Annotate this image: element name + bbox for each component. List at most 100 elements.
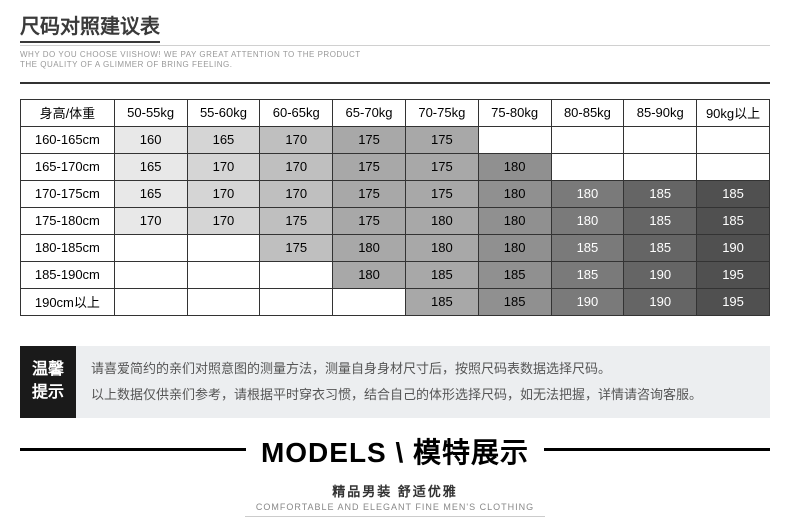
table-row: 175-180cm170170175175180180180185185 <box>21 207 770 234</box>
table-cell <box>114 234 187 261</box>
table-cell: 170 <box>260 126 333 153</box>
table-cell: 175 <box>333 180 406 207</box>
table-column-header: 75-80kg <box>478 99 551 126</box>
table-cell: 190 <box>551 288 624 315</box>
table-cell: 175 <box>333 153 406 180</box>
table-row-header: 180-185cm <box>21 234 115 261</box>
table-cell: 190 <box>624 288 697 315</box>
table-cell: 180 <box>478 234 551 261</box>
table-cell <box>551 126 624 153</box>
tip-label-line2: 提示 <box>32 382 64 404</box>
table-cell: 170 <box>187 180 260 207</box>
table-cell: 165 <box>187 126 260 153</box>
models-title: MODELS \ 模特展示 <box>246 431 544 471</box>
table-cell: 170 <box>114 207 187 234</box>
models-subtitle-2: COMFORTABLE AND ELEGANT FINE MEN'S CLOTH… <box>0 502 790 512</box>
table-cell <box>187 234 260 261</box>
table-cell: 170 <box>187 207 260 234</box>
table-column-header: 50-55kg <box>114 99 187 126</box>
table-cell <box>624 126 697 153</box>
table-column-header: 80-85kg <box>551 99 624 126</box>
table-cell: 175 <box>260 234 333 261</box>
tip-section: 温馨 提示 请喜爱简约的亲们对照意图的测量方法，测量自身身材尺寸后，按照尺码表数… <box>20 346 770 418</box>
header-subnote: WHY DO YOU CHOOSE VIISHOW! WE PAY GREAT … <box>20 50 770 71</box>
table-row-header: 190cm以上 <box>21 288 115 315</box>
table-cell: 180 <box>551 180 624 207</box>
table-cell: 190 <box>697 234 770 261</box>
table-cell: 180 <box>405 207 478 234</box>
tip-label: 温馨 提示 <box>20 346 76 418</box>
tip-label-line1: 温馨 <box>32 359 64 381</box>
table-cell: 185 <box>697 180 770 207</box>
table-row: 170-175cm165170170175175180180185185 <box>21 180 770 207</box>
table-cell: 175 <box>333 207 406 234</box>
table-row: 160-165cm160165170175175 <box>21 126 770 153</box>
table-cell: 190 <box>624 261 697 288</box>
table-cell: 180 <box>478 153 551 180</box>
table-cell: 170 <box>260 153 333 180</box>
table-cell <box>697 153 770 180</box>
table-column-header: 55-60kg <box>187 99 260 126</box>
table-cell <box>187 261 260 288</box>
table-column-header: 60-65kg <box>260 99 333 126</box>
tip-content: 请喜爱简约的亲们对照意图的测量方法，测量自身身材尺寸后，按照尺码表数据选择尺码。… <box>76 346 770 418</box>
table-row-header: 170-175cm <box>21 180 115 207</box>
table-cell: 185 <box>624 234 697 261</box>
tip-content-line2: 以上数据仅供亲们参考，请根据平时穿衣习惯，结合自己的体形选择尺码，如无法把握，详… <box>91 382 755 408</box>
table-column-header: 65-70kg <box>333 99 406 126</box>
table-cell: 175 <box>333 126 406 153</box>
table-cell: 180 <box>478 180 551 207</box>
table-row-header: 175-180cm <box>21 207 115 234</box>
table-row-header: 185-190cm <box>21 261 115 288</box>
table-cell: 180 <box>333 234 406 261</box>
table-cell: 185 <box>551 234 624 261</box>
table-cell: 185 <box>405 288 478 315</box>
table-cell: 175 <box>405 153 478 180</box>
table-cell <box>260 288 333 315</box>
table-cell: 185 <box>624 180 697 207</box>
table-cell <box>114 261 187 288</box>
table-column-header: 85-90kg <box>624 99 697 126</box>
table-corner-cell: 身高/体重 <box>21 99 115 126</box>
size-table: 身高/体重50-55kg55-60kg60-65kg65-70kg70-75kg… <box>20 99 770 316</box>
table-cell <box>551 153 624 180</box>
table-row: 180-185cm175180180180185185190 <box>21 234 770 261</box>
table-cell: 180 <box>478 207 551 234</box>
subnote-line1: WHY DO YOU CHOOSE VIISHOW! WE PAY GREAT … <box>20 50 770 60</box>
models-subtitle-1: 精品男装 舒适优雅 <box>0 481 790 500</box>
models-section: MODELS \ 模特展示 精品男装 舒适优雅 COMFORTABLE AND … <box>0 448 790 517</box>
table-cell <box>333 288 406 315</box>
table-cell: 195 <box>697 288 770 315</box>
table-row: 190cm以上185185190190195 <box>21 288 770 315</box>
table-cell: 165 <box>114 180 187 207</box>
table-row: 185-190cm180185185185190195 <box>21 261 770 288</box>
tip-content-line1: 请喜爱简约的亲们对照意图的测量方法，测量自身身材尺寸后，按照尺码表数据选择尺码。 <box>91 356 755 382</box>
table-cell: 180 <box>333 261 406 288</box>
table-column-header: 70-75kg <box>405 99 478 126</box>
table-cell: 175 <box>260 207 333 234</box>
table-cell: 185 <box>478 261 551 288</box>
table-row: 165-170cm165170170175175180 <box>21 153 770 180</box>
header-section: 尺码对照建议表 WHY DO YOU CHOOSE VIISHOW! WE PA… <box>0 0 790 76</box>
table-cell: 195 <box>697 261 770 288</box>
size-table-head: 身高/体重50-55kg55-60kg60-65kg65-70kg70-75kg… <box>21 99 770 126</box>
table-cell <box>114 288 187 315</box>
table-cell: 185 <box>551 261 624 288</box>
header-divider <box>20 82 770 84</box>
table-cell <box>187 288 260 315</box>
table-cell: 175 <box>405 180 478 207</box>
table-cell: 185 <box>478 288 551 315</box>
size-table-header-row: 身高/体重50-55kg55-60kg60-65kg65-70kg70-75kg… <box>21 99 770 126</box>
table-row-header: 165-170cm <box>21 153 115 180</box>
page-title: 尺码对照建议表 <box>20 10 160 43</box>
table-column-header: 90kg以上 <box>697 99 770 126</box>
table-row-header: 160-165cm <box>21 126 115 153</box>
table-cell: 165 <box>114 153 187 180</box>
table-cell: 185 <box>624 207 697 234</box>
table-cell: 175 <box>405 126 478 153</box>
size-table-body: 160-165cm160165170175175165-170cm1651701… <box>21 126 770 315</box>
table-cell: 180 <box>405 234 478 261</box>
subnote-line2: THE QUALITY OF A GLIMMER OF BRING FEELIN… <box>20 60 770 70</box>
table-cell: 170 <box>187 153 260 180</box>
table-cell <box>697 126 770 153</box>
